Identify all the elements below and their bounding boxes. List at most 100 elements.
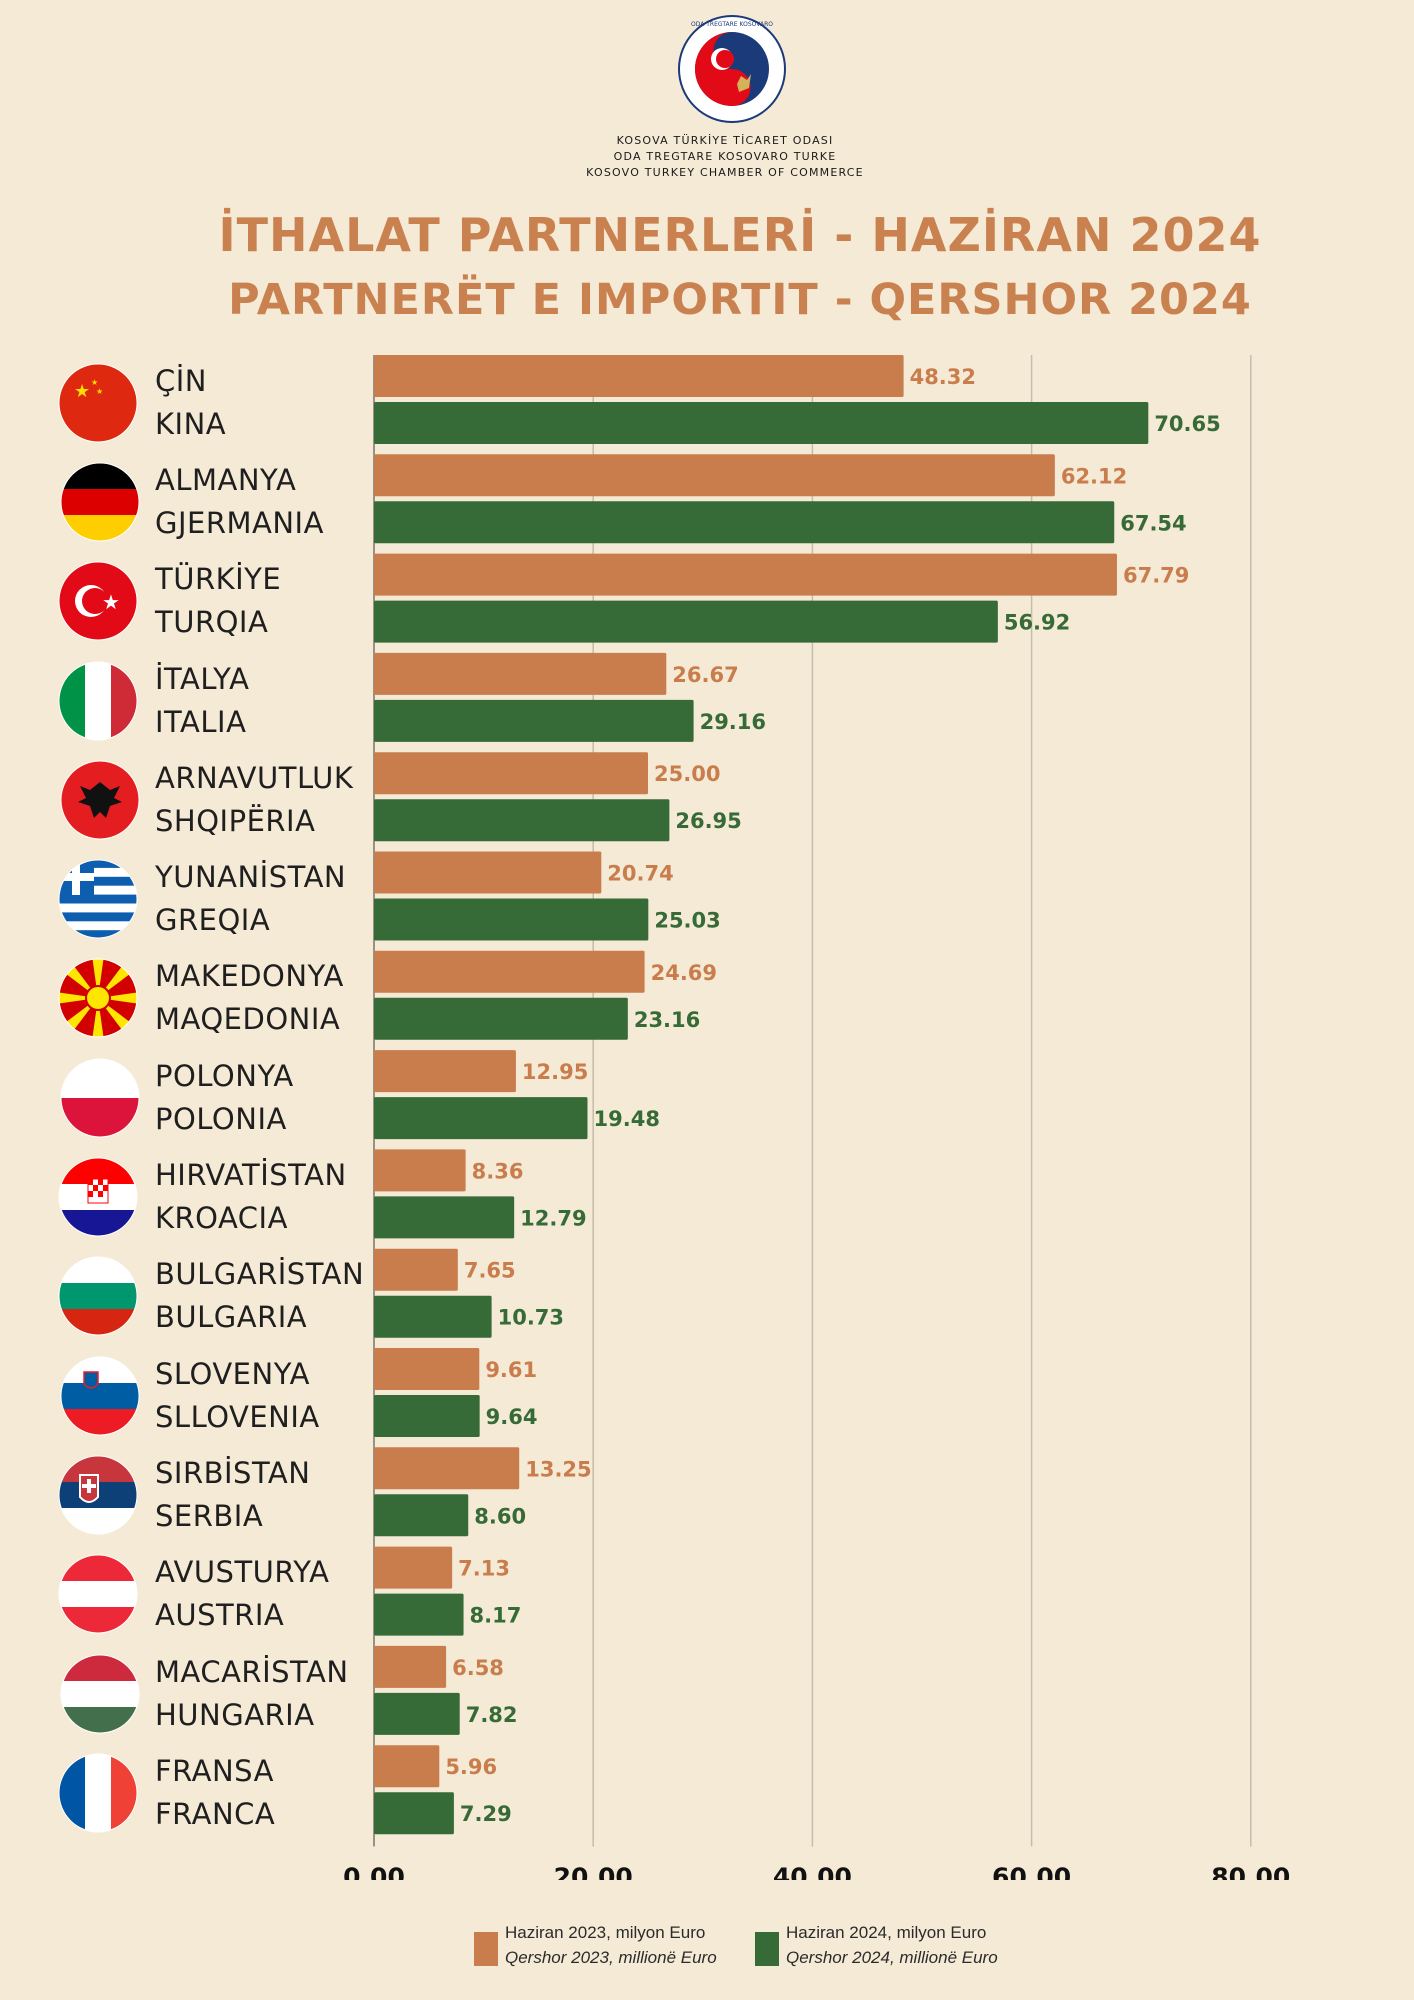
country-name-sq: KROACIA [155,1201,288,1236]
italy-flag-icon [58,661,138,741]
svg-text:★: ★ [91,378,98,387]
country-label: ARNAVUTLUK SHQIPËRIA [155,757,353,843]
country-label: İTALYA ITALIA [155,658,249,744]
country-name-sq: SHQIPËRIA [155,803,316,838]
country-label: ALMANYA GJERMANIA [155,459,324,545]
country-label: ÇİN KINA [155,360,226,446]
legend-2024-name-alt: Qershor 2024, millionë Euro [786,1948,998,1967]
x-tick-label: 0.00 [343,1863,405,1881]
data-label-2024: 8.60 [474,1504,526,1528]
legend-swatch-2024 [755,1932,779,1966]
country-name-tr: TÜRKİYE [155,562,282,597]
data-label-2023: 8.36 [472,1159,524,1183]
north-macedonia-flag-icon [58,958,138,1038]
country-label: BULGARİSTAN BULGARIA [155,1253,364,1339]
country-name-sq: TURQIA [155,605,269,640]
serbia-flag-icon [58,1455,138,1535]
bulgaria-flag-icon [58,1256,138,1336]
data-label-2023: 62.12 [1061,464,1127,488]
data-label-2024: 10.73 [498,1306,564,1330]
svg-text:★: ★ [96,387,103,396]
country-name-tr: İTALYA [155,661,250,696]
bar-2024 [374,997,628,1040]
bar-2024 [374,600,998,643]
country-name-tr: YUNANİSTAN [155,860,347,895]
bar-2023 [374,1447,520,1490]
country-label: AVUSTURYA AUSTRIA [155,1551,330,1637]
country-name-tr: SIRBİSTAN [155,1455,311,1490]
data-label-2024: 19.48 [594,1107,660,1131]
country-name-tr: MACARİSTAN [155,1654,349,1689]
country-name-tr: ARNAVUTLUK [155,760,354,795]
bar-2023 [374,652,667,695]
bar-2023 [374,950,645,993]
bar-2024 [374,1792,454,1835]
country-label: SIRBİSTAN SERBIA [155,1452,310,1538]
france-flag-icon [58,1753,138,1833]
data-label-2024: 56.92 [1004,611,1070,635]
country-name-sq: FRANCA [155,1796,276,1831]
bar-2024 [374,1494,469,1537]
chart-subtitle: PARTNERËT E IMPORTIT - QERSHOR 2024 [228,275,1252,325]
bar-2024 [374,1593,464,1636]
legend-swatch-2023 [474,1932,498,1966]
hungary-flag-icon [60,1654,140,1734]
country-label: YUNANİSTAN GREQIA [155,856,346,942]
bar-2023 [374,1149,466,1192]
bar-2024 [374,1692,460,1735]
data-label-2023: 26.67 [672,663,738,687]
bar-2024 [374,898,649,941]
country-name-tr: FRANSA [155,1753,274,1788]
country-name-sq: SERBIA [155,1498,264,1533]
data-label-2023: 12.95 [522,1060,588,1084]
data-label-2023: 5.96 [445,1755,497,1779]
data-label-2024: 7.29 [460,1802,512,1826]
bar-chart: 0.00 20.00 40.00 60.00 80.00 48.32 62.12 67.79 2… [343,355,1290,1881]
data-label-2023: 7.65 [464,1259,516,1283]
legend-label-2023: Haziran 2023, milyon Euro Qershor 2023, … [505,1920,717,1970]
data-label-2023: 20.74 [607,862,673,886]
country-label: POLONYA POLONIA [155,1055,294,1141]
country-name-tr: SLOVENYA [155,1356,311,1391]
country-name-sq: KINA [155,406,227,441]
chamber-logo: ODA TREGTARE KOSOVARO [678,15,786,123]
data-label-2023: 48.32 [910,365,976,389]
data-label-2024: 29.16 [700,710,766,734]
bar-2023 [374,1348,480,1390]
bar-2023 [374,1745,440,1788]
bar-2024 [374,501,1115,544]
bar-2024 [374,1097,588,1140]
data-label-2023: 24.69 [651,961,717,985]
org-name-tr: KOSOVA TÜRKİYE TİCARET ODASI [616,134,834,147]
country-name-tr: HIRVATİSTAN [155,1158,347,1193]
country-name-sq: GREQIA [155,903,271,938]
country-name-sq: AUSTRIA [155,1598,285,1633]
bar-2024 [374,1295,492,1338]
data-label-2024: 23.16 [634,1008,700,1032]
bar-2023 [374,1546,453,1589]
x-tick-label: 20.00 [554,1863,633,1881]
data-label-2024: 25.03 [654,909,720,933]
bar-2024 [374,799,670,842]
germany-flag-icon [60,462,140,542]
country-name-tr: MAKEDONYA [155,959,344,994]
chart-title: İTHALAT PARTNERLERİ - HAZİRAN 2024 [218,208,1262,262]
bar-2023 [374,553,1117,596]
country-name-tr: AVUSTURYA [155,1555,330,1590]
country-name-tr: POLONYA [155,1058,294,1093]
country-label: FRANSA FRANCA [155,1750,275,1836]
country-name-tr: ALMANYA [155,462,297,497]
country-name-sq: SLLOVENIA [155,1399,320,1434]
svg-text:★: ★ [102,590,120,614]
bar-2023 [374,1645,447,1688]
country-label: TÜRKİYE TURQIA [155,558,281,644]
legend-label-2024: Haziran 2024, milyon Euro Qershor 2024, … [786,1920,998,1970]
country-label: SLOVENYA SLLOVENIA [155,1353,320,1439]
bar-2023 [374,454,1055,497]
x-tick-label: 40.00 [773,1863,852,1881]
data-label-2024: 12.79 [520,1206,586,1230]
slovenia-flag-icon [60,1356,140,1436]
data-label-2024: 26.95 [675,809,741,833]
bar-2023 [374,355,904,397]
country-name-sq: MAQEDONIA [155,1002,341,1037]
